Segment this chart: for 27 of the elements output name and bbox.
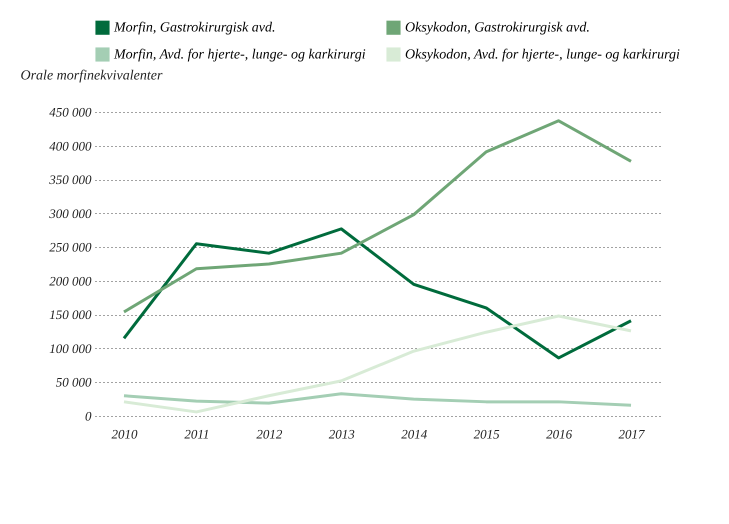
legend-label: Morfin, Gastrokirurgisk avd. <box>113 20 276 36</box>
y-tick-label: 400 000 <box>49 138 92 154</box>
y-tick-label: 250 000 <box>49 240 92 255</box>
legend-label: Oksykodon, Gastrokirurgisk avd. <box>405 20 590 36</box>
line-series <box>122 314 633 414</box>
line-series <box>122 392 633 407</box>
y-tick-label: 150 000 <box>49 307 92 322</box>
y-tick-label: 350 000 <box>48 172 92 188</box>
y-tick-label: 300 000 <box>48 206 92 221</box>
y-tick-label: 0 <box>85 408 92 424</box>
x-tick-label: 2016 <box>546 426 573 442</box>
y-tick-label: 200 000 <box>49 273 92 288</box>
line-series <box>122 227 633 360</box>
x-tick-label: 2011 <box>184 426 210 442</box>
y-tick-label: 100 000 <box>49 340 92 356</box>
legend-label: Oksykodon, Avd. for hjerte-, lunge- og karkirurgi <box>405 48 680 62</box>
y-tick-label: 50 000 <box>56 374 92 390</box>
y-tick-label: 450 000 <box>49 104 92 120</box>
x-tick-label: 2010 <box>111 426 138 442</box>
x-tick-label: 2014 <box>401 426 428 442</box>
x-tick-label: 2015 <box>474 426 500 442</box>
x-tick-label: 2013 <box>328 426 356 442</box>
line-series <box>122 119 633 314</box>
y-axis-title: Orale morfinekvivalenter <box>20 68 163 84</box>
x-tick-label: 2012 <box>256 426 283 442</box>
legend-label: Morfin, Avd. for hjerte-, lunge- og karkirurgi <box>113 48 366 62</box>
x-tick-label: 2017 <box>618 426 646 442</box>
